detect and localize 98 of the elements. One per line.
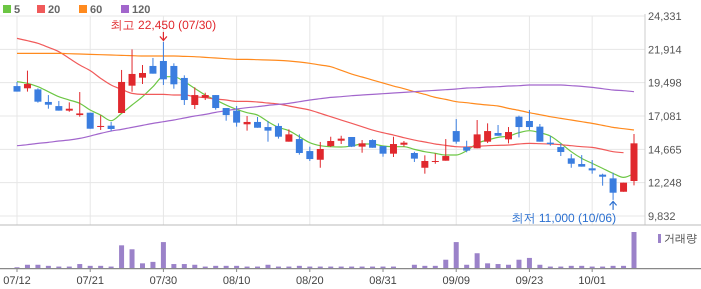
candlestick <box>296 134 303 156</box>
candlestick <box>620 182 628 192</box>
candlestick <box>97 114 104 130</box>
y-tick-label: 21,914 <box>648 44 682 56</box>
bar <box>412 264 417 268</box>
candlestick <box>170 62 178 90</box>
bar <box>464 264 470 268</box>
candlestick <box>410 151 418 162</box>
candlestick <box>474 120 481 149</box>
candlestick <box>233 105 240 128</box>
bar <box>150 262 156 268</box>
y-tick-label: 14,665 <box>648 144 682 156</box>
bar <box>454 242 459 268</box>
bar <box>485 263 490 268</box>
candlestick <box>264 120 272 142</box>
line-series <box>16 52 635 131</box>
candlestick <box>66 102 73 112</box>
candlestick <box>212 94 220 110</box>
candlestick <box>568 154 575 168</box>
candlestick <box>442 138 450 162</box>
legend-label: 20 <box>48 4 60 16</box>
bar <box>526 258 532 268</box>
legend-label: 거래량 <box>664 233 697 245</box>
y-tick-label: 19,498 <box>648 78 682 90</box>
candlestick <box>610 172 617 200</box>
candlestick <box>421 154 428 174</box>
candlestick <box>274 122 282 140</box>
candlestick <box>44 94 52 110</box>
bar <box>171 264 176 268</box>
bar <box>192 264 198 268</box>
bar <box>119 245 124 268</box>
candlestick <box>546 136 554 146</box>
x-tick-label: 07/21 <box>76 275 104 287</box>
candlestick <box>285 128 292 142</box>
line-series <box>16 38 624 154</box>
candlestick <box>244 116 251 132</box>
bar <box>130 249 135 268</box>
y-tick-label: 24,331 <box>648 11 682 23</box>
bar <box>632 232 636 268</box>
bar <box>506 264 512 268</box>
candlestick <box>515 115 522 138</box>
candlestick <box>327 136 334 148</box>
candlestick <box>588 160 596 174</box>
candlestick <box>160 41 167 86</box>
candlestick <box>316 141 324 168</box>
y-tick-label: 9,832 <box>648 211 676 224</box>
y-tick-label: 17,081 <box>648 111 682 124</box>
legend-label: 60 <box>90 4 102 16</box>
candlestick <box>149 57 156 74</box>
bar <box>77 264 82 268</box>
candlestick <box>390 136 397 158</box>
candlestick <box>108 121 115 132</box>
bar <box>474 253 480 268</box>
bar <box>265 264 270 268</box>
candlestick <box>191 86 198 110</box>
candlestick <box>34 88 42 104</box>
candlestick <box>358 140 366 154</box>
candlestick <box>380 146 387 158</box>
x-tick-label: 07/30 <box>150 275 178 287</box>
candlestick <box>452 118 460 144</box>
candlestick <box>128 48 136 92</box>
candlestick <box>138 64 146 85</box>
candlestick <box>505 126 512 144</box>
bar <box>537 264 542 268</box>
candlestick <box>24 70 31 92</box>
x-tick-label: 09/23 <box>516 275 544 287</box>
candlestick <box>536 124 544 142</box>
candlestick <box>484 122 492 144</box>
bar <box>496 264 501 268</box>
legend-label: 5 <box>14 4 20 16</box>
x-tick-label: 08/20 <box>296 275 324 287</box>
candlestick <box>463 140 470 153</box>
x-tick-label: 08/31 <box>369 275 397 287</box>
candlestick <box>526 109 533 130</box>
candlestick <box>432 152 439 164</box>
line-series <box>16 84 635 146</box>
candlestick <box>306 146 314 162</box>
bar <box>182 264 187 268</box>
bar <box>35 264 40 268</box>
x-tick-label: 09/09 <box>442 275 470 287</box>
annotation: 최저 11,000 (10/06) <box>512 210 616 225</box>
y-tick-label: 12,248 <box>648 178 682 190</box>
legend-label: 120 <box>132 4 150 16</box>
bar <box>443 260 448 268</box>
x-tick-label: 10/01 <box>578 275 606 287</box>
candlestick <box>222 108 230 122</box>
x-tick-label: 08/10 <box>222 275 250 287</box>
candlestick <box>76 92 84 118</box>
bar <box>160 242 166 268</box>
candlestick <box>557 143 564 157</box>
bar <box>516 260 522 268</box>
candlestick <box>180 74 188 106</box>
candlestick <box>86 112 94 130</box>
bar <box>24 264 30 268</box>
annotation: 최고 22,450 (07/30) <box>110 18 216 32</box>
x-tick-label: 07/12 <box>3 275 31 287</box>
candlestick <box>599 173 606 186</box>
bar <box>140 263 145 268</box>
